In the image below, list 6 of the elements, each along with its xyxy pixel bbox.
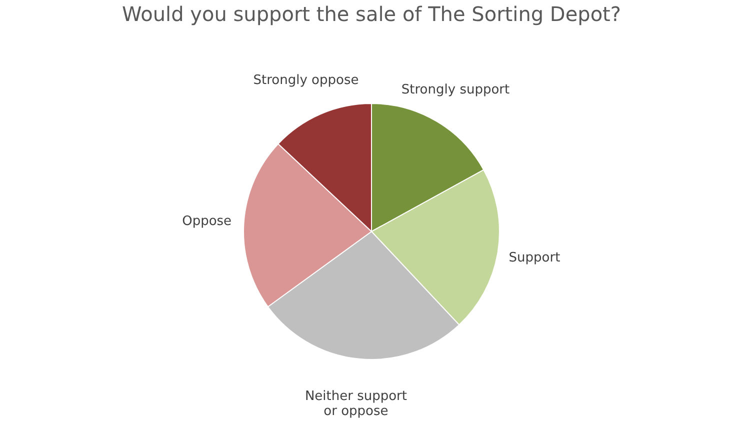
slice-label: Oppose <box>182 214 232 230</box>
chart-title: Would you support the sale of The Sorting Depot? <box>122 2 622 26</box>
slice-label: Support <box>508 250 560 266</box>
slice-label: Strongly support <box>401 82 510 98</box>
slice-label: Neither support or oppose <box>304 388 408 419</box>
slice-label: Strongly oppose <box>253 73 359 88</box>
